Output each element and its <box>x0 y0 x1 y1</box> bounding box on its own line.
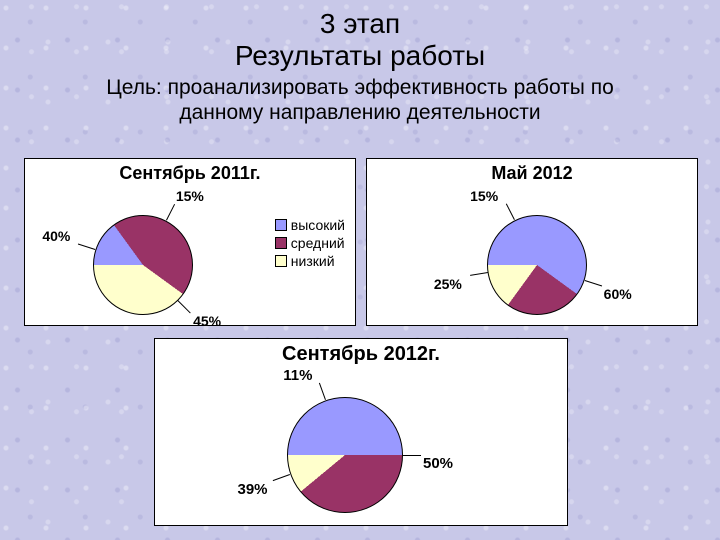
leader-line <box>319 383 326 400</box>
legend-item: низкий <box>275 253 345 269</box>
leader-line <box>166 204 175 220</box>
chart-panel-sep2011: Сентябрь 2011г. 15%45%40% высокийсредний… <box>24 158 356 326</box>
leader-line <box>506 204 515 220</box>
title-line1: 3 этап <box>320 8 400 39</box>
chart-panel-may2012: Май 2012 60%25%15% <box>366 158 698 326</box>
slice-label: 45% <box>193 313 221 329</box>
slice-label: 15% <box>470 188 498 204</box>
leader-line <box>78 243 95 250</box>
pie-chart-sep2012: 50% 39% 11% <box>155 339 567 525</box>
slide-subtitle: Цель: проанализировать эффективность раб… <box>0 76 720 124</box>
legend-label: высокий <box>291 217 345 233</box>
legend-swatch <box>275 255 287 267</box>
slice-label: 40% <box>42 228 70 244</box>
pie-chart-may2012: 60% 25% 15% <box>367 159 697 325</box>
chart-panel-sep2012: Сентябрь 2012г. 50%39%11% <box>154 338 568 526</box>
title-line2: Результаты работы <box>235 40 485 71</box>
subtitle-line2: данному направлению деятельности <box>179 101 540 124</box>
pie <box>487 215 587 315</box>
slice-label: 50% <box>423 455 453 472</box>
legend-item: высокий <box>275 217 345 233</box>
slide: 3 этап Результаты работы Цель: проанализ… <box>0 0 720 540</box>
leader-line <box>470 272 488 276</box>
legend-swatch <box>275 219 287 231</box>
legend-item: средний <box>275 235 345 251</box>
pie <box>287 397 403 513</box>
slice-label: 15% <box>176 188 204 204</box>
slice-label: 60% <box>604 286 632 302</box>
slice-label: 39% <box>237 481 267 498</box>
leader-line <box>178 300 191 313</box>
leader-line <box>273 474 290 481</box>
slice-label: 25% <box>434 276 462 292</box>
leader-line <box>584 280 601 287</box>
leader-line <box>403 455 421 456</box>
subtitle-line1: Цель: проанализировать эффективность раб… <box>106 76 614 99</box>
slice-label: 11% <box>283 367 312 384</box>
slide-title: 3 этап Результаты работы <box>0 0 720 72</box>
legend-label: низкий <box>291 253 335 269</box>
legend: высокий средний низкий <box>275 217 345 271</box>
legend-swatch <box>275 237 287 249</box>
legend-label: средний <box>291 235 345 251</box>
